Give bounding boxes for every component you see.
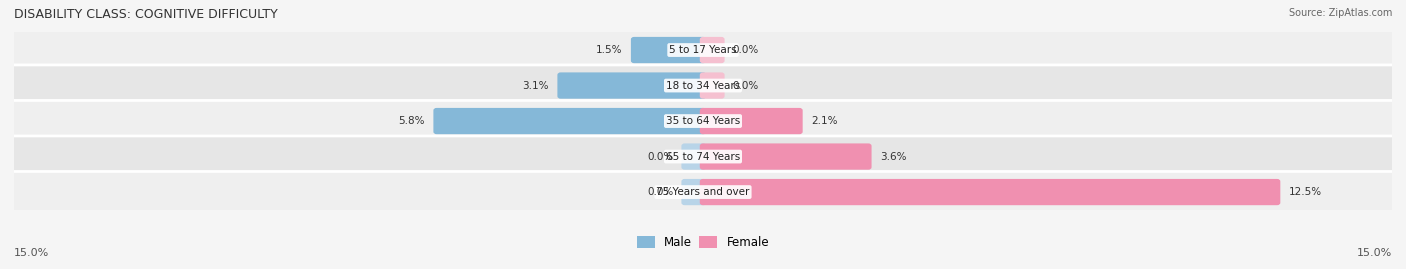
- FancyBboxPatch shape: [557, 72, 706, 99]
- Text: 3.1%: 3.1%: [523, 80, 550, 91]
- Text: 2.1%: 2.1%: [811, 116, 838, 126]
- Text: 0.0%: 0.0%: [733, 80, 759, 91]
- Text: 15.0%: 15.0%: [14, 248, 49, 258]
- FancyBboxPatch shape: [631, 37, 706, 63]
- Text: 18 to 34 Years: 18 to 34 Years: [666, 80, 740, 91]
- Text: 1.5%: 1.5%: [596, 45, 623, 55]
- FancyBboxPatch shape: [10, 171, 1396, 213]
- Text: 0.0%: 0.0%: [733, 45, 759, 55]
- Text: DISABILITY CLASS: COGNITIVE DIFFICULTY: DISABILITY CLASS: COGNITIVE DIFFICULTY: [14, 8, 278, 21]
- Text: Source: ZipAtlas.com: Source: ZipAtlas.com: [1288, 8, 1392, 18]
- Text: 5 to 17 Years: 5 to 17 Years: [669, 45, 737, 55]
- FancyBboxPatch shape: [682, 179, 706, 205]
- Text: 5.8%: 5.8%: [399, 116, 425, 126]
- Text: 12.5%: 12.5%: [1289, 187, 1322, 197]
- Text: 65 to 74 Years: 65 to 74 Years: [666, 151, 740, 162]
- FancyBboxPatch shape: [10, 29, 1396, 71]
- FancyBboxPatch shape: [10, 100, 1396, 142]
- FancyBboxPatch shape: [10, 65, 1396, 106]
- Text: 15.0%: 15.0%: [1357, 248, 1392, 258]
- FancyBboxPatch shape: [10, 136, 1396, 177]
- Text: 3.6%: 3.6%: [880, 151, 907, 162]
- Text: 35 to 64 Years: 35 to 64 Years: [666, 116, 740, 126]
- Text: 75 Years and over: 75 Years and over: [657, 187, 749, 197]
- FancyBboxPatch shape: [700, 37, 724, 63]
- Text: 0.0%: 0.0%: [647, 187, 673, 197]
- Legend: Male, Female: Male, Female: [633, 231, 773, 254]
- Text: 0.0%: 0.0%: [647, 151, 673, 162]
- FancyBboxPatch shape: [682, 143, 706, 170]
- FancyBboxPatch shape: [433, 108, 706, 134]
- FancyBboxPatch shape: [700, 143, 872, 170]
- FancyBboxPatch shape: [700, 108, 803, 134]
- FancyBboxPatch shape: [700, 179, 1281, 205]
- FancyBboxPatch shape: [700, 72, 724, 99]
